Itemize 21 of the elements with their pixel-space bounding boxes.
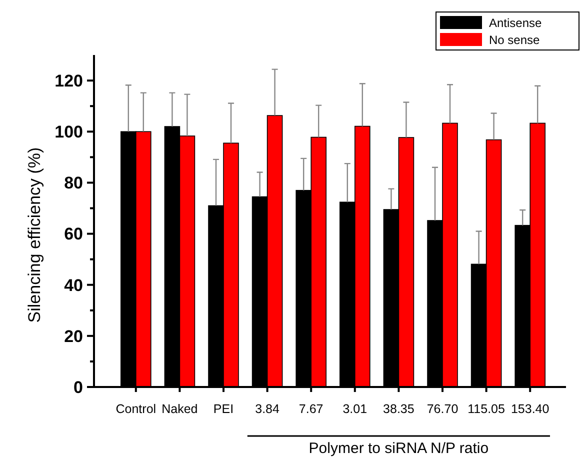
y-tick-label: 100 bbox=[54, 122, 83, 142]
x-tick-label: 76.70 bbox=[426, 402, 458, 416]
y-tick-label: 60 bbox=[64, 224, 83, 244]
x-tick-label: 115.05 bbox=[468, 402, 505, 416]
x-tick-label: 3.84 bbox=[255, 402, 280, 416]
y-tick-label: 120 bbox=[54, 71, 83, 90]
x-tick-label: 38.35 bbox=[383, 402, 414, 416]
y-tick-label: 20 bbox=[64, 326, 83, 346]
x-tick-label: 3.01 bbox=[342, 402, 368, 416]
x-tick-label: PEI bbox=[213, 402, 234, 416]
y-tick-label: 80 bbox=[64, 174, 83, 193]
x-tick-label: Control bbox=[116, 402, 156, 416]
legend-label: Antisense bbox=[489, 16, 542, 30]
x-tick-label: 153.40 bbox=[510, 402, 550, 416]
y-tick-label: 40 bbox=[64, 276, 83, 295]
x-axis-title: Polymer to siRNA N/P ratio bbox=[308, 440, 489, 457]
x-tick-label: Naked bbox=[162, 402, 198, 416]
legend-label: No sense bbox=[489, 33, 540, 48]
y-tick-label: 0 bbox=[74, 378, 83, 397]
x-tick-label: 7.67 bbox=[298, 402, 324, 416]
y-axis-title: Silencing efficiency (%) bbox=[25, 147, 44, 323]
